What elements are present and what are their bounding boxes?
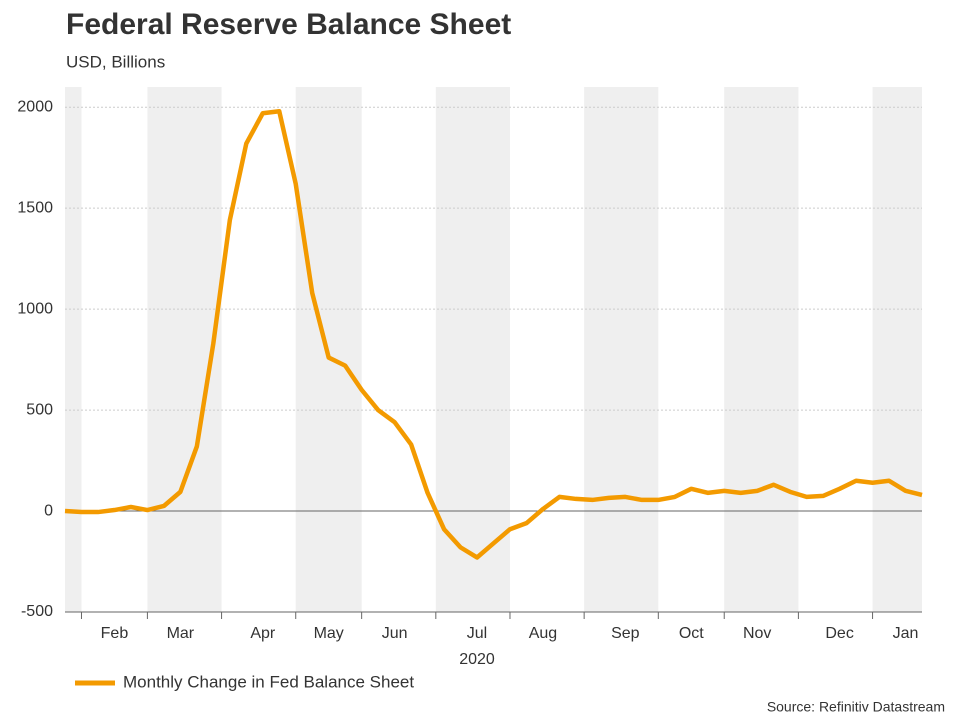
chart-title: Federal Reserve Balance Sheet (66, 8, 511, 41)
y-tick-label: 2000 (17, 98, 53, 115)
legend-label: Monthly Change in Fed Balance Sheet (123, 672, 414, 691)
x-tick-label: Jul (467, 625, 487, 642)
y-tick-label: 1000 (17, 300, 53, 317)
y-tick-label: -500 (21, 603, 53, 620)
x-tick-label: Nov (743, 625, 771, 642)
data-line (64, 108, 923, 560)
month-band (65, 87, 82, 612)
y-tick-label: 500 (26, 401, 53, 418)
month-band (147, 87, 222, 612)
month-band (584, 87, 659, 612)
source-note: Source: Refinitiv Datastream (767, 699, 945, 715)
x-tick-label: May (314, 625, 344, 642)
month-band (872, 87, 922, 612)
month-shading (65, 87, 922, 612)
x-tick-label: Sep (611, 625, 640, 642)
x-year-label: 2020 (459, 651, 495, 668)
chart-subtitle: USD, Billions (66, 52, 165, 71)
x-tick-label: Jun (382, 625, 408, 642)
month-band (435, 87, 510, 612)
month-band (724, 87, 799, 612)
x-tick-label: Mar (167, 625, 195, 642)
y-tick-label: 1500 (17, 199, 53, 216)
x-tick-label: Apr (250, 625, 276, 642)
x-tick-label: Feb (101, 625, 129, 642)
x-tick-label: Dec (825, 625, 853, 642)
y-tick-label: 0 (44, 502, 53, 519)
x-tick-label: Oct (679, 625, 704, 642)
x-tick-label: Jan (893, 625, 919, 642)
x-tick-label: Aug (529, 625, 557, 642)
